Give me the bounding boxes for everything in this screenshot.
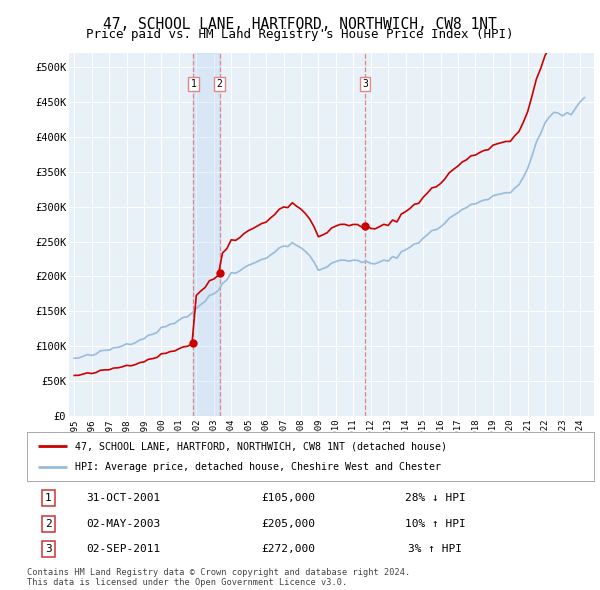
Text: 31-OCT-2001: 31-OCT-2001 <box>86 493 161 503</box>
Text: 2: 2 <box>217 79 223 89</box>
Text: £105,000: £105,000 <box>261 493 315 503</box>
Text: 10% ↑ HPI: 10% ↑ HPI <box>405 519 466 529</box>
Text: £272,000: £272,000 <box>261 544 315 554</box>
Text: 02-MAY-2003: 02-MAY-2003 <box>86 519 161 529</box>
Text: 02-SEP-2011: 02-SEP-2011 <box>86 544 161 554</box>
Text: 3% ↑ HPI: 3% ↑ HPI <box>408 544 462 554</box>
Text: 2: 2 <box>45 519 52 529</box>
Text: 47, SCHOOL LANE, HARTFORD, NORTHWICH, CW8 1NT: 47, SCHOOL LANE, HARTFORD, NORTHWICH, CW… <box>103 17 497 31</box>
Text: £205,000: £205,000 <box>261 519 315 529</box>
Bar <box>193 53 220 416</box>
Text: 28% ↓ HPI: 28% ↓ HPI <box>405 493 466 503</box>
Text: 1: 1 <box>45 493 52 503</box>
Text: Price paid vs. HM Land Registry's House Price Index (HPI): Price paid vs. HM Land Registry's House … <box>86 28 514 41</box>
Text: HPI: Average price, detached house, Cheshire West and Chester: HPI: Average price, detached house, Ches… <box>75 463 441 473</box>
Text: 3: 3 <box>362 79 368 89</box>
Text: Contains HM Land Registry data © Crown copyright and database right 2024.
This d: Contains HM Land Registry data © Crown c… <box>27 568 410 587</box>
Text: 47, SCHOOL LANE, HARTFORD, NORTHWICH, CW8 1NT (detached house): 47, SCHOOL LANE, HARTFORD, NORTHWICH, CW… <box>75 441 447 451</box>
Text: 3: 3 <box>45 544 52 554</box>
Text: 1: 1 <box>190 79 196 89</box>
